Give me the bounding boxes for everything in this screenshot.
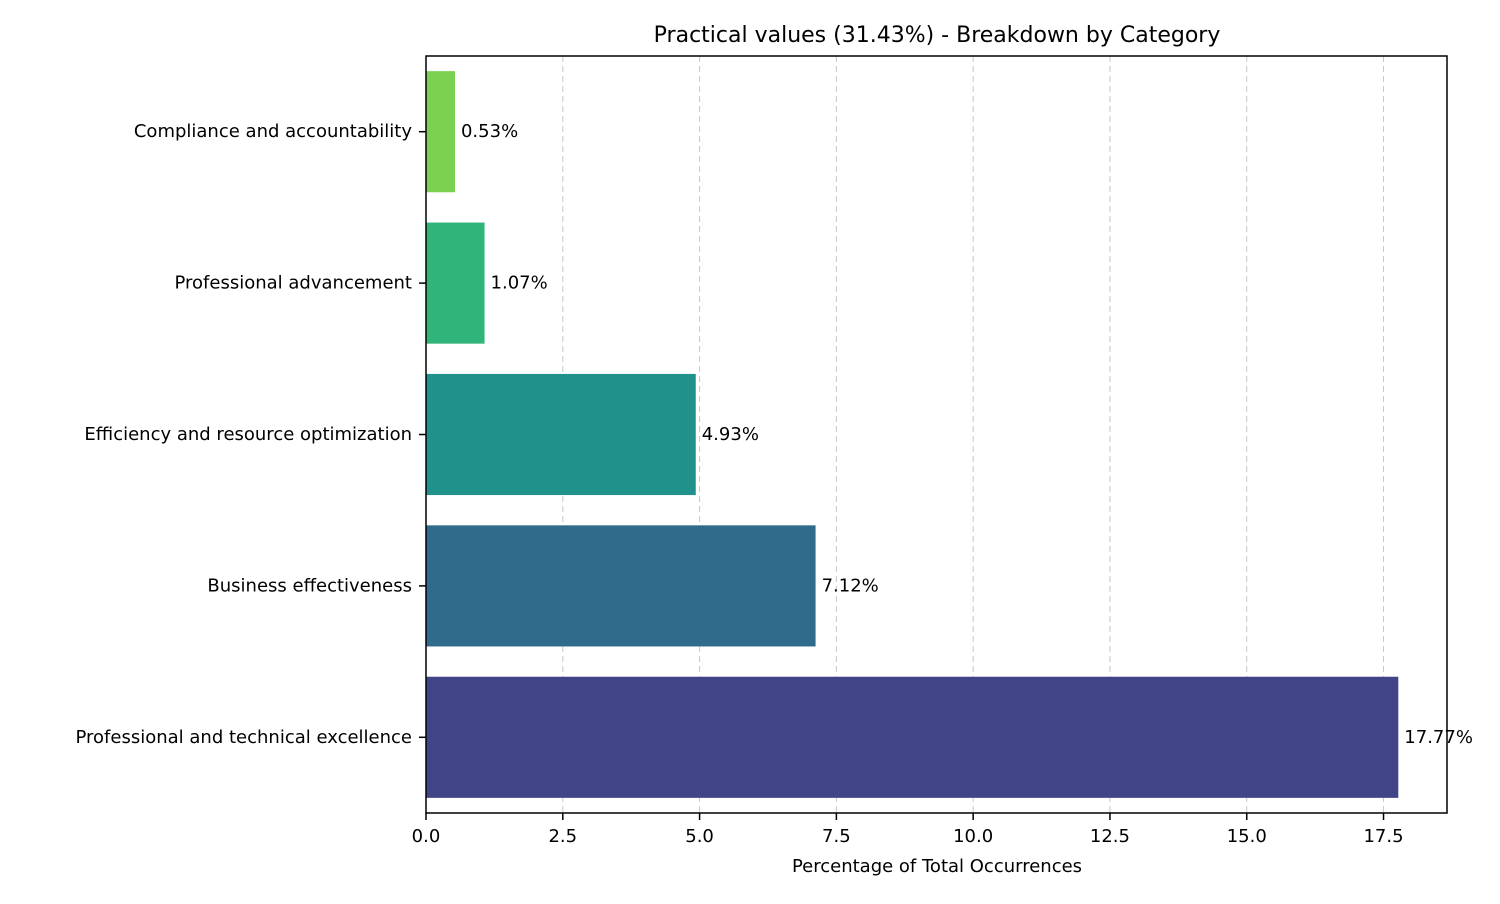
x-tick-label: 15.0	[1227, 826, 1267, 847]
y-tick-label: Professional and technical excellence	[76, 727, 413, 748]
x-tick-label: 5.0	[685, 826, 714, 847]
x-axis-ticks: 0.0 2.5 5.0 7.5 10.0 12.5 15.0 17.5	[412, 813, 1404, 847]
bar	[426, 676, 1399, 798]
bar	[426, 71, 455, 193]
bar-value-label: 17.77%	[1404, 727, 1473, 748]
y-tick-label: Professional advancement	[175, 273, 413, 294]
y-tick-label: Efficiency and resource optimization	[84, 424, 412, 445]
x-tick-label: 17.5	[1363, 826, 1403, 847]
x-axis-label: Percentage of Total Occurrences	[792, 856, 1082, 877]
bar-value-label: 7.12%	[822, 575, 879, 596]
bar-value-label: 4.93%	[702, 424, 759, 445]
bar	[426, 373, 696, 496]
bars	[426, 71, 1399, 798]
y-tick-label: Compliance and accountability	[134, 121, 412, 142]
data-labels: 17.77% 7.12% 4.93% 1.07% 0.53%	[461, 121, 1473, 748]
x-tick-label: 7.5	[822, 826, 851, 847]
y-tick-label: Business effectiveness	[207, 575, 412, 596]
bar-value-label: 0.53%	[461, 121, 518, 142]
x-tick-label: 0.0	[412, 826, 441, 847]
chart-title: Practical values (31.43%) - Breakdown by…	[654, 23, 1221, 48]
bar-value-label: 1.07%	[491, 273, 548, 294]
y-axis-ticks: Professional and technical excellence Bus…	[76, 121, 426, 748]
x-tick-label: 10.0	[953, 826, 993, 847]
bar	[426, 525, 816, 647]
x-tick-label: 12.5	[1090, 826, 1130, 847]
x-tick-label: 2.5	[548, 826, 577, 847]
bar	[426, 222, 485, 344]
